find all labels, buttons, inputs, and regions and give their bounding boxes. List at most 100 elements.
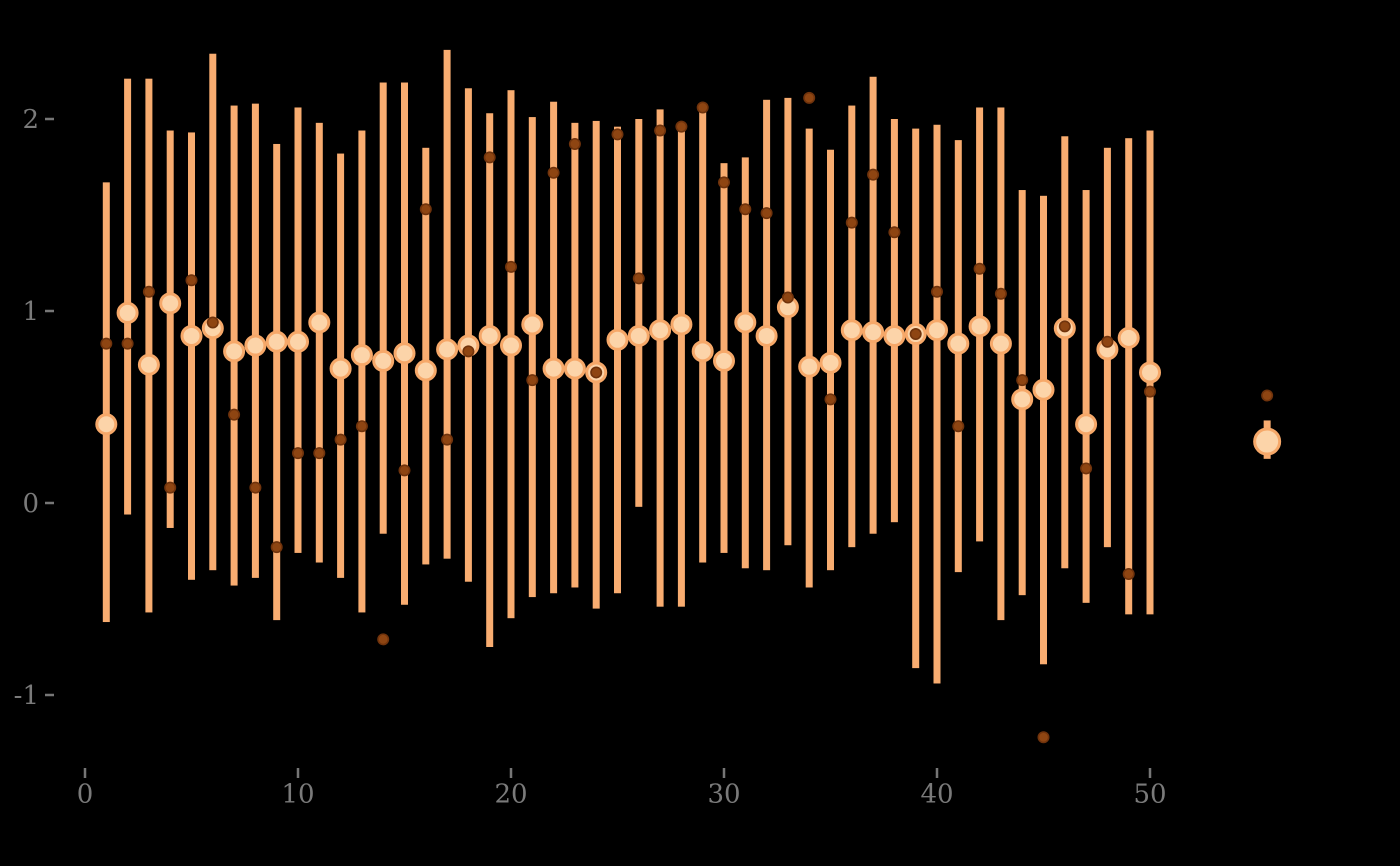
interval-bar (486, 113, 494, 648)
mean-circle (521, 313, 544, 336)
observed-dot (1037, 731, 1050, 744)
mean-circle (350, 344, 373, 367)
mean-circle (819, 351, 842, 374)
mean-circle (691, 340, 714, 363)
interval-bar (997, 107, 1005, 621)
interval-bar (102, 182, 110, 623)
interval-bar (379, 82, 387, 534)
summary-mean-circle (1253, 427, 1282, 456)
observed-dot (781, 291, 794, 304)
mean-circles-layer (95, 292, 1161, 436)
mean-circle (798, 355, 821, 378)
mean-circle (116, 301, 139, 324)
mean-circle (947, 332, 970, 355)
observed-dot (526, 374, 539, 387)
interval-bar (699, 109, 707, 563)
interval-bar (124, 78, 132, 515)
interval-bar (550, 101, 558, 594)
interval-bar (1061, 136, 1069, 569)
y-tick-label: 0 (22, 489, 39, 519)
interval-bar (145, 78, 153, 613)
interval-bar (315, 122, 323, 563)
observed-dot (994, 287, 1007, 300)
interval-bar (933, 124, 941, 684)
observed-dot (611, 128, 624, 141)
observed-dot (441, 433, 454, 446)
mean-circle (393, 342, 416, 365)
interval-bar (635, 119, 643, 507)
y-tick-label: 1 (22, 297, 39, 327)
x-tick-label: 50 (1133, 779, 1166, 809)
x-axis: 0 10 20 30 40 50 (77, 768, 1167, 809)
observed-dot (1122, 568, 1135, 581)
interval-bar (784, 97, 792, 546)
mean-circle (180, 324, 203, 347)
observed-dot (824, 393, 837, 406)
mean-circle (436, 338, 459, 361)
observed-dot (930, 285, 943, 298)
x-tick-label: 30 (707, 779, 740, 809)
observed-dot (142, 285, 155, 298)
mean-circle (95, 413, 118, 436)
observed-dot (1101, 335, 1114, 348)
observed-dot (483, 151, 496, 164)
mean-circle (926, 319, 948, 342)
mean-circle (137, 353, 160, 376)
mean-circle (563, 357, 586, 380)
summary-observed-dot (1261, 389, 1274, 402)
observed-dot (952, 420, 965, 433)
mean-circle (478, 324, 501, 347)
interval-bar (528, 117, 536, 598)
observed-dot (398, 464, 411, 477)
mean-circle (755, 324, 778, 347)
mean-circle (1075, 413, 1098, 436)
mean-circle (649, 319, 672, 342)
observed-dot (1016, 374, 1029, 387)
mean-circle (840, 319, 863, 342)
observed-dot (1080, 462, 1093, 475)
summary-point-layer (1253, 389, 1282, 459)
mean-circle (734, 311, 757, 334)
mean-circle (968, 315, 991, 338)
y-axis: -1 0 1 2 (14, 105, 54, 711)
observed-dot (419, 203, 432, 216)
observed-dot (185, 274, 198, 287)
mean-circle (627, 324, 650, 347)
observed-dot (654, 124, 667, 137)
mean-circle (1032, 378, 1055, 401)
observed-dot (675, 120, 688, 133)
mean-circle (1139, 361, 1161, 384)
mean-circle (1011, 388, 1034, 411)
observed-dot (845, 216, 858, 229)
mean-circle (862, 321, 885, 344)
observed-dot (100, 337, 113, 350)
observed-dot (377, 633, 390, 646)
mean-circle (713, 349, 735, 372)
mean-circle (372, 349, 395, 372)
mean-circle (159, 292, 182, 315)
observed-dot (867, 168, 880, 181)
interval-bar (912, 128, 920, 669)
mean-circle (287, 330, 309, 353)
observed-dot (334, 433, 347, 446)
observed-dot (888, 226, 901, 239)
observed-dot (270, 541, 283, 554)
observed-dot (1144, 385, 1157, 398)
mean-circle (883, 324, 906, 347)
x-tick-label: 0 (77, 779, 94, 809)
observed-dot (1058, 320, 1071, 333)
observed-dot (568, 137, 581, 150)
mean-circle (500, 334, 522, 357)
observed-dot (590, 366, 603, 379)
x-tick-label: 10 (281, 779, 314, 809)
mean-circle (606, 328, 629, 351)
interval-bar (741, 157, 749, 569)
x-tick-label: 20 (494, 779, 527, 809)
observed-dot (632, 272, 645, 285)
interval-bar (1125, 138, 1133, 615)
observed-dot (291, 447, 304, 460)
x-tick-label: 40 (920, 779, 953, 809)
interval-bar (188, 132, 195, 580)
observed-dot (164, 481, 177, 494)
interval-bar (1082, 190, 1090, 603)
